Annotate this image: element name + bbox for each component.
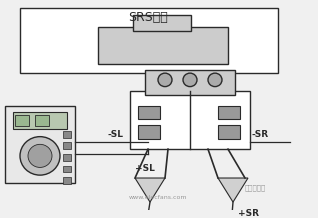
Bar <box>218 125 240 139</box>
Bar <box>35 114 49 126</box>
Polygon shape <box>135 178 165 202</box>
Bar <box>138 106 160 119</box>
Text: +SR: +SR <box>238 209 259 218</box>
Circle shape <box>183 73 197 87</box>
Circle shape <box>28 144 52 167</box>
Bar <box>63 154 71 161</box>
Text: SRS电脑: SRS电脑 <box>128 11 168 24</box>
Bar <box>63 177 71 184</box>
Text: www.elecfans.com: www.elecfans.com <box>129 195 187 200</box>
Bar <box>133 15 191 31</box>
Polygon shape <box>218 178 248 202</box>
Bar <box>63 131 71 138</box>
Circle shape <box>20 137 60 175</box>
Text: -SR: -SR <box>252 129 269 139</box>
Text: +SL: +SL <box>135 164 155 173</box>
Bar <box>5 106 75 183</box>
Bar <box>138 125 160 139</box>
Bar <box>98 27 228 63</box>
Bar <box>63 165 71 172</box>
Bar <box>20 8 278 73</box>
Text: -SL: -SL <box>108 129 124 139</box>
Bar <box>218 106 240 119</box>
Bar <box>15 114 29 126</box>
Bar <box>130 91 250 149</box>
Bar <box>145 70 235 95</box>
Bar <box>63 142 71 149</box>
Circle shape <box>158 73 172 87</box>
Circle shape <box>208 73 222 87</box>
Bar <box>13 112 67 129</box>
Text: 电子发烧友: 电子发烧友 <box>244 184 266 191</box>
